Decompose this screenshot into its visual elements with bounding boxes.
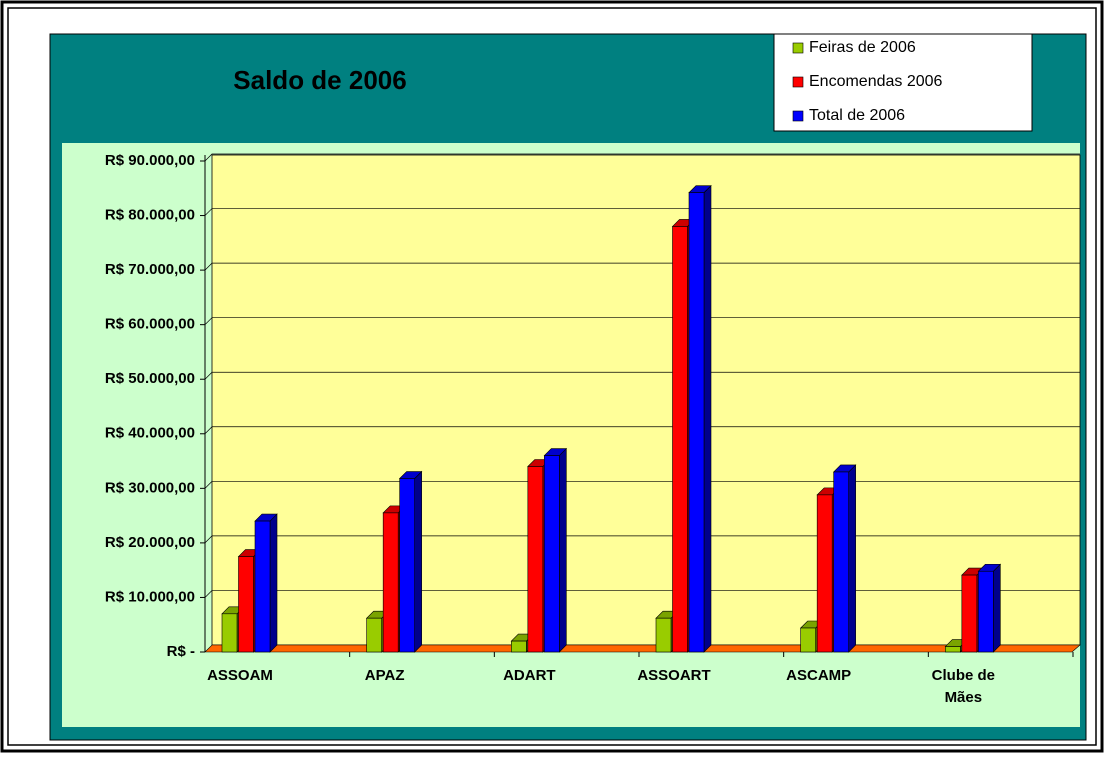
- legend-swatch: [792, 42, 804, 54]
- legend-label: Feiras de 2006: [809, 39, 916, 56]
- grid-line: [204, 208, 1080, 216]
- grid-line: [204, 480, 1080, 489]
- bar-side: [993, 563, 1001, 653]
- bar: [399, 478, 415, 653]
- bar: [800, 627, 816, 653]
- y-tick-label: R$ 60.000,00: [105, 316, 195, 333]
- back-wall: [211, 154, 1081, 646]
- inner-border: [7, 7, 1097, 746]
- bar: [961, 574, 978, 653]
- grid-line: [204, 426, 1080, 435]
- x-tick-label: Clube de Mães: [932, 667, 995, 706]
- bar: [238, 556, 254, 653]
- grid-line: [204, 371, 1080, 380]
- y-tick-label: R$ 30.000,00: [105, 479, 195, 496]
- bar: [254, 520, 271, 653]
- legend: [773, 33, 1033, 132]
- floor: [204, 644, 1081, 653]
- bar: [833, 471, 849, 653]
- y-tick-label: R$ 10.000,00: [105, 588, 195, 605]
- grid-line: [204, 262, 1080, 271]
- bar-side: [703, 184, 712, 653]
- bar-side: [414, 470, 422, 653]
- grid-line: [204, 590, 1080, 598]
- bar: [945, 646, 961, 653]
- legend-swatch: [792, 76, 804, 88]
- grid-line: [204, 153, 1080, 162]
- y-tick-label: R$ 40.000,00: [105, 425, 195, 442]
- x-tick-label-line: Clube de: [932, 667, 995, 684]
- bar: [672, 226, 688, 653]
- bar: [688, 192, 705, 653]
- x-tick-label: ASCAMP: [786, 667, 851, 684]
- x-tick-label: ASSOAM: [207, 667, 273, 684]
- x-tick-label: ADART: [503, 667, 556, 684]
- bar: [511, 640, 527, 653]
- chart-title: Saldo de 2006: [233, 65, 406, 95]
- bar-side: [848, 464, 856, 653]
- y-tick-label: R$ 50.000,00: [105, 370, 195, 387]
- bar: [816, 494, 833, 653]
- bar: [978, 570, 994, 653]
- bar-side: [559, 447, 567, 653]
- bar: [382, 512, 399, 653]
- x-tick-label-line: Mães: [945, 689, 983, 706]
- grid-line: [204, 535, 1080, 544]
- y-tick-label: R$ 90.000,00: [105, 152, 195, 169]
- legend-label: Total de 2006: [809, 107, 905, 124]
- y-tick-label: R$ 80.000,00: [105, 207, 195, 224]
- bar: [655, 617, 672, 653]
- bar: [366, 617, 382, 653]
- bar: [221, 613, 238, 653]
- bar: [527, 466, 544, 653]
- legend-swatch: [792, 110, 804, 122]
- bar-side: [269, 513, 278, 653]
- y-tick-label: R$ -: [167, 643, 195, 660]
- grid-line: [204, 317, 1080, 325]
- legend-label: Encomendas 2006: [809, 73, 943, 90]
- y-tick-label: R$ 70.000,00: [105, 261, 195, 278]
- y-tick-label: R$ 20.000,00: [105, 534, 195, 551]
- bar: [544, 455, 560, 653]
- x-tick-label: APAZ: [365, 667, 405, 684]
- x-tick-label: ASSOART: [637, 667, 710, 684]
